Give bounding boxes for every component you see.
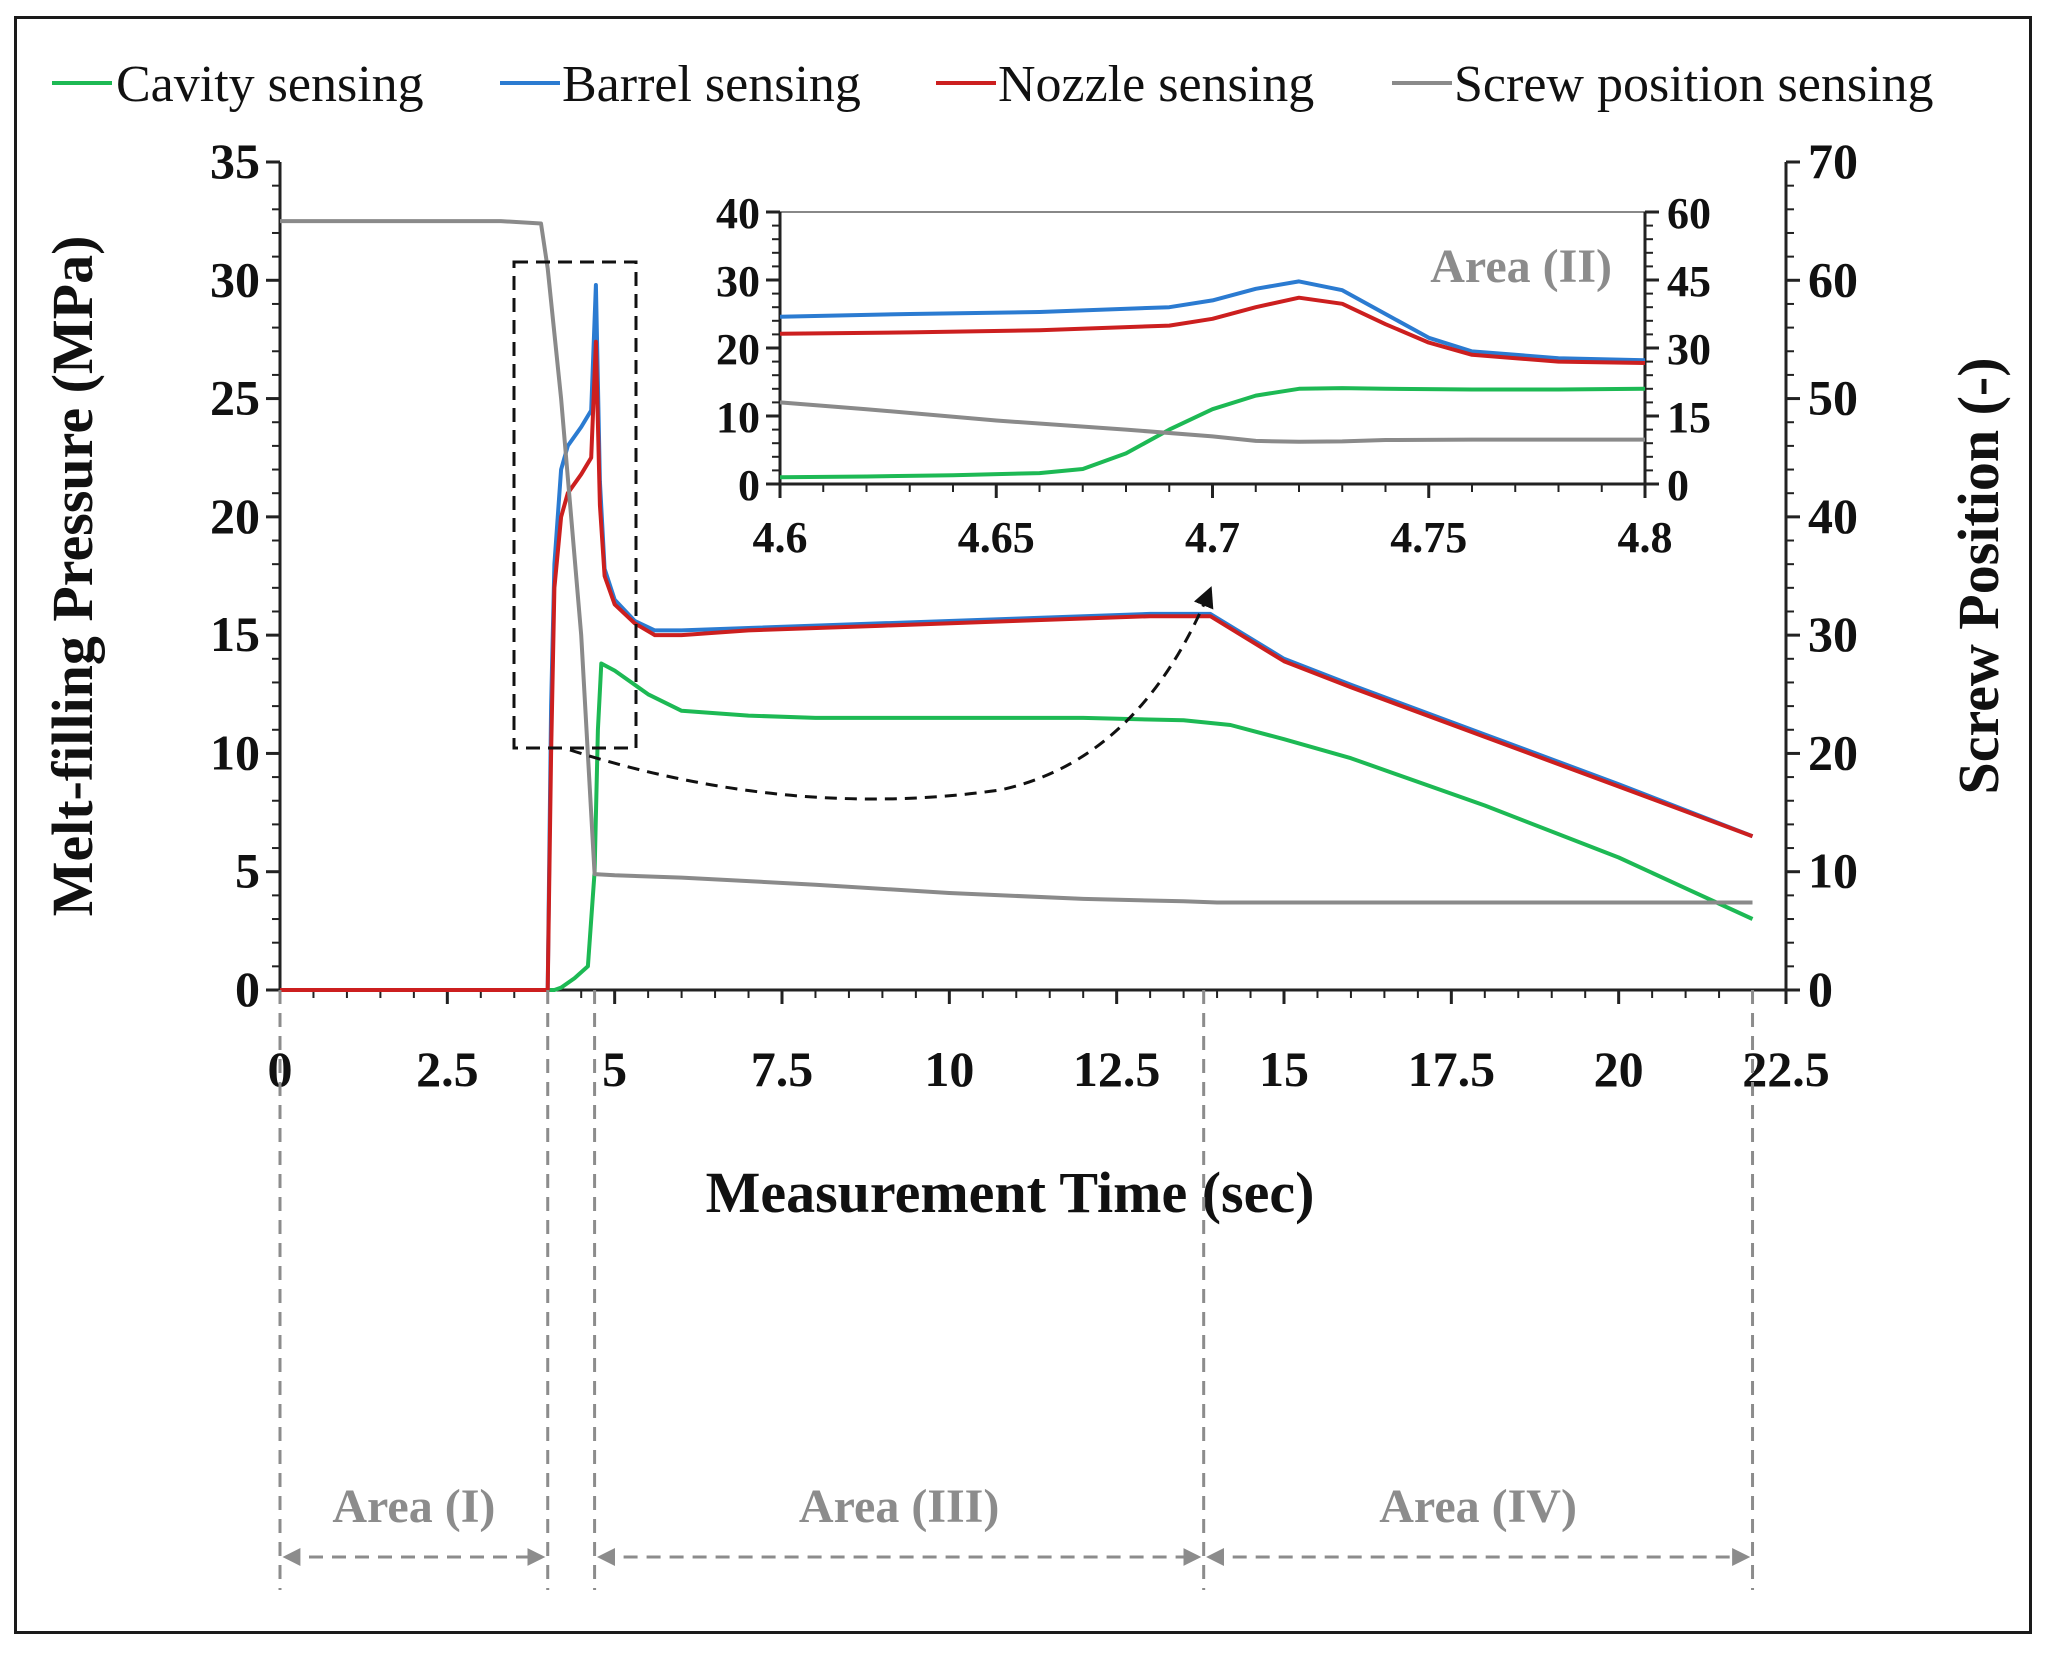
main-y2tick-label: 50: [1808, 370, 1858, 426]
main-series-barrel: [280, 283, 1754, 992]
main-ytick-label: 25: [210, 370, 260, 426]
main-xtick-label: 5: [602, 1041, 627, 1097]
main-series: [280, 219, 1754, 992]
inset-ytick-label: 20: [716, 325, 760, 374]
main-plot: 0 2.5 5 7.5 10 12.5 15 17.5 20 22.5 0 5 10 15 20 25 30 35…: [40, 133, 2011, 1225]
figure-frame: [14, 16, 2032, 1634]
main-xtick-label: 7.5: [751, 1041, 814, 1097]
inset-ytick-label: 0: [738, 461, 760, 510]
legend-label-nozzle: Nozzle sensing: [998, 56, 1314, 113]
inset-series: [779, 279, 1646, 480]
main-xtick-label: 15: [1259, 1041, 1309, 1097]
main-xtick-label: 20: [1594, 1041, 1644, 1097]
main-y2tick-label: 60: [1808, 251, 1858, 307]
main-ytick-label: 10: [210, 724, 260, 780]
main-y2tick-label: 40: [1808, 488, 1858, 544]
main-y2tick-label: 10: [1808, 843, 1858, 899]
inset-xtick-label: 4.7: [1185, 513, 1240, 562]
inset-series-cavity: [779, 386, 1646, 480]
inset-y2tick-label: 30: [1667, 325, 1711, 374]
main-ytick-label: 0: [235, 961, 260, 1017]
main-series-nozzle: [280, 339, 1754, 992]
legend-label-screw: Screw position sensing: [1454, 56, 1934, 113]
zoom-box: [512, 260, 638, 750]
main-ytick-label: 20: [210, 488, 260, 544]
legend-label-barrel: Barrel sensing: [562, 56, 861, 113]
inset-ytick-label: 30: [716, 257, 760, 306]
legend-label-cavity: Cavity sensing: [116, 56, 424, 113]
main-y-axis-title: Melt-filling Pressure (MPa): [40, 236, 105, 917]
inset-ytick-label: 10: [716, 393, 760, 442]
legend: Cavity sensing Barrel sensing Nozzle sen…: [52, 56, 1934, 113]
inset-title: Area (II): [1430, 240, 1612, 293]
area-label: Area (IV): [1379, 1480, 1577, 1533]
inset-xtick-label: 4.8: [1618, 513, 1673, 562]
main-y2tick-label: 30: [1808, 606, 1858, 662]
inset-y2tick-label: 0: [1667, 461, 1689, 510]
main-y2tick-label: 70: [1808, 133, 1858, 189]
main-y2-axis-title: Screw Position (-): [1946, 357, 2011, 794]
main-ytick-label: 5: [235, 843, 260, 899]
area-label: Area (III): [799, 1480, 999, 1533]
main-xtick-label: 2.5: [416, 1041, 479, 1097]
main-ticks: 0 2.5 5 7.5 10 12.5 15 17.5 20 22.5 0 5 10 15 20 25 30 35…: [210, 133, 1858, 1097]
main-y2tick-label: 0: [1808, 961, 1833, 1017]
inset-series-barrel: [779, 279, 1646, 363]
main-xtick-label: 17.5: [1408, 1041, 1496, 1097]
area-annotations: Area (I) Area (III) Area (IV): [278, 990, 1755, 1590]
inset-xtick-label: 4.75: [1390, 513, 1467, 562]
zoom-arrow: [569, 586, 1214, 801]
inset-y2tick-label: 45: [1667, 257, 1711, 306]
main-ytick-label: 35: [210, 133, 260, 189]
main-series-cavity: [280, 661, 1754, 992]
inset-y2tick-label: 60: [1667, 189, 1711, 238]
inset-xtick-label: 4.65: [958, 513, 1035, 562]
inset-y2tick-label: 15: [1667, 393, 1711, 442]
main-xtick-label: 12.5: [1073, 1041, 1161, 1097]
main-xtick-label: 10: [924, 1041, 974, 1097]
main-x-axis-title: Measurement Time (sec): [706, 1160, 1315, 1225]
area-label: Area (I): [332, 1480, 495, 1533]
main-y2tick-label: 20: [1808, 724, 1858, 780]
inset-xtick-label: 4.6: [753, 513, 808, 562]
inset-series-screw: [779, 400, 1645, 444]
main-ytick-label: 15: [210, 606, 260, 662]
main-ytick-label: 30: [210, 251, 260, 307]
main-xtick-label: 22.5: [1742, 1041, 1830, 1097]
inset-ytick-label: 40: [716, 189, 760, 238]
inset-series-nozzle: [779, 295, 1646, 365]
